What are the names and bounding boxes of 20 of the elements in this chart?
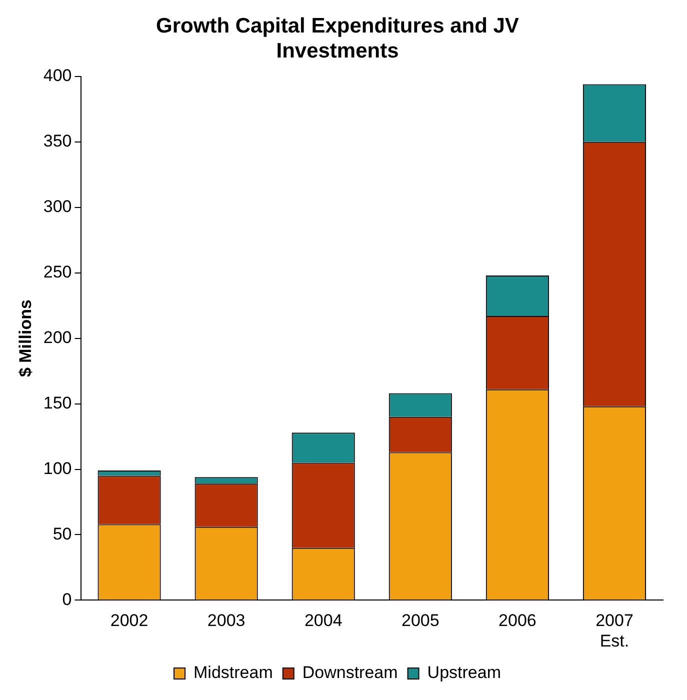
y-tick-label: 350	[43, 132, 72, 151]
x-tick-label: 2005	[401, 611, 440, 630]
y-axis-title: $ Millions	[16, 300, 35, 378]
y-tick-label: 400	[43, 66, 72, 86]
y-tick-label: 200	[43, 328, 72, 347]
x-tick-label: 2006	[498, 611, 536, 630]
x-tick-label: 2004	[304, 611, 342, 630]
x-tick-label: 2002	[110, 611, 148, 630]
y-tick-label: 150	[43, 393, 72, 412]
x-tick-label: 2003	[207, 611, 246, 630]
y-tick-label: 100	[43, 458, 72, 478]
legend-label: Upstream	[427, 663, 501, 682]
chart-title: Growth Capital Expenditures and JV Investments	[156, 14, 519, 63]
legend-label: Midstream	[194, 663, 273, 682]
y-tick-label: 0	[62, 590, 72, 609]
x-tick-label: 2007 Est.	[596, 611, 634, 650]
legend-label: Downstream	[302, 663, 398, 682]
y-tick-label: 250	[43, 262, 72, 282]
y-tick-label: 300	[43, 197, 72, 216]
y-tick-label: 50	[52, 524, 72, 544]
